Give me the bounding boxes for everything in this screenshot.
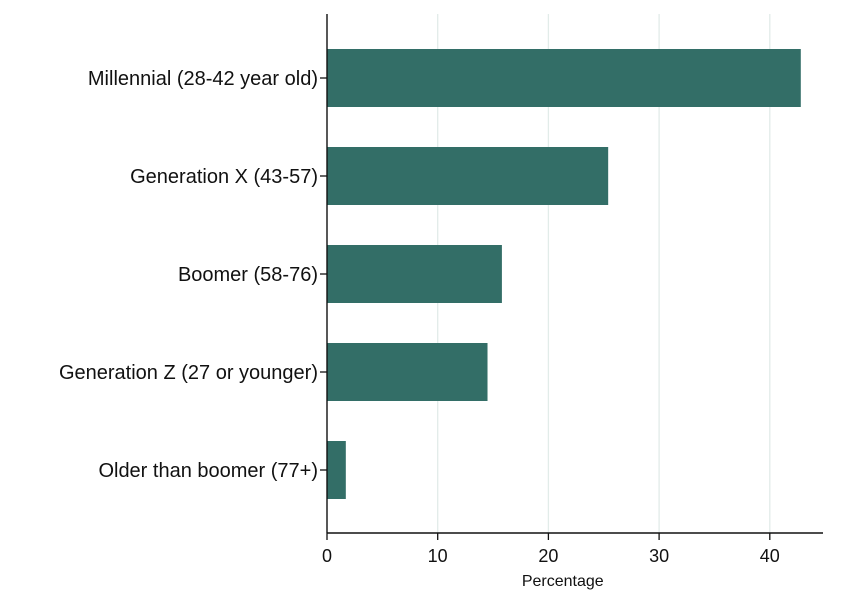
category-label-1: Generation X (43-57) xyxy=(130,166,318,188)
category-label-2: Boomer (58-76) xyxy=(178,264,318,286)
x-axis-title: Percentage xyxy=(522,573,604,590)
bar-4 xyxy=(327,441,346,499)
x-tick-label-30: 30 xyxy=(649,546,669,566)
axes xyxy=(320,14,823,540)
labels: Millennial (28-42 year old) Generation X … xyxy=(59,68,780,566)
category-label-0: Millennial (28-42 year old) xyxy=(88,68,318,90)
x-tick-label-10: 10 xyxy=(428,546,448,566)
x-tick-label-20: 20 xyxy=(538,546,558,566)
x-tick-label-40: 40 xyxy=(760,546,780,566)
bars xyxy=(327,49,801,499)
bar-3 xyxy=(327,343,488,401)
bar-0 xyxy=(327,49,801,107)
category-label-3: Generation Z (27 or younger) xyxy=(59,362,318,384)
bar-1 xyxy=(327,147,609,205)
bar-2 xyxy=(327,245,502,303)
category-label-4: Older than boomer (77+) xyxy=(98,460,318,482)
x-tick-label-0: 0 xyxy=(322,546,332,566)
